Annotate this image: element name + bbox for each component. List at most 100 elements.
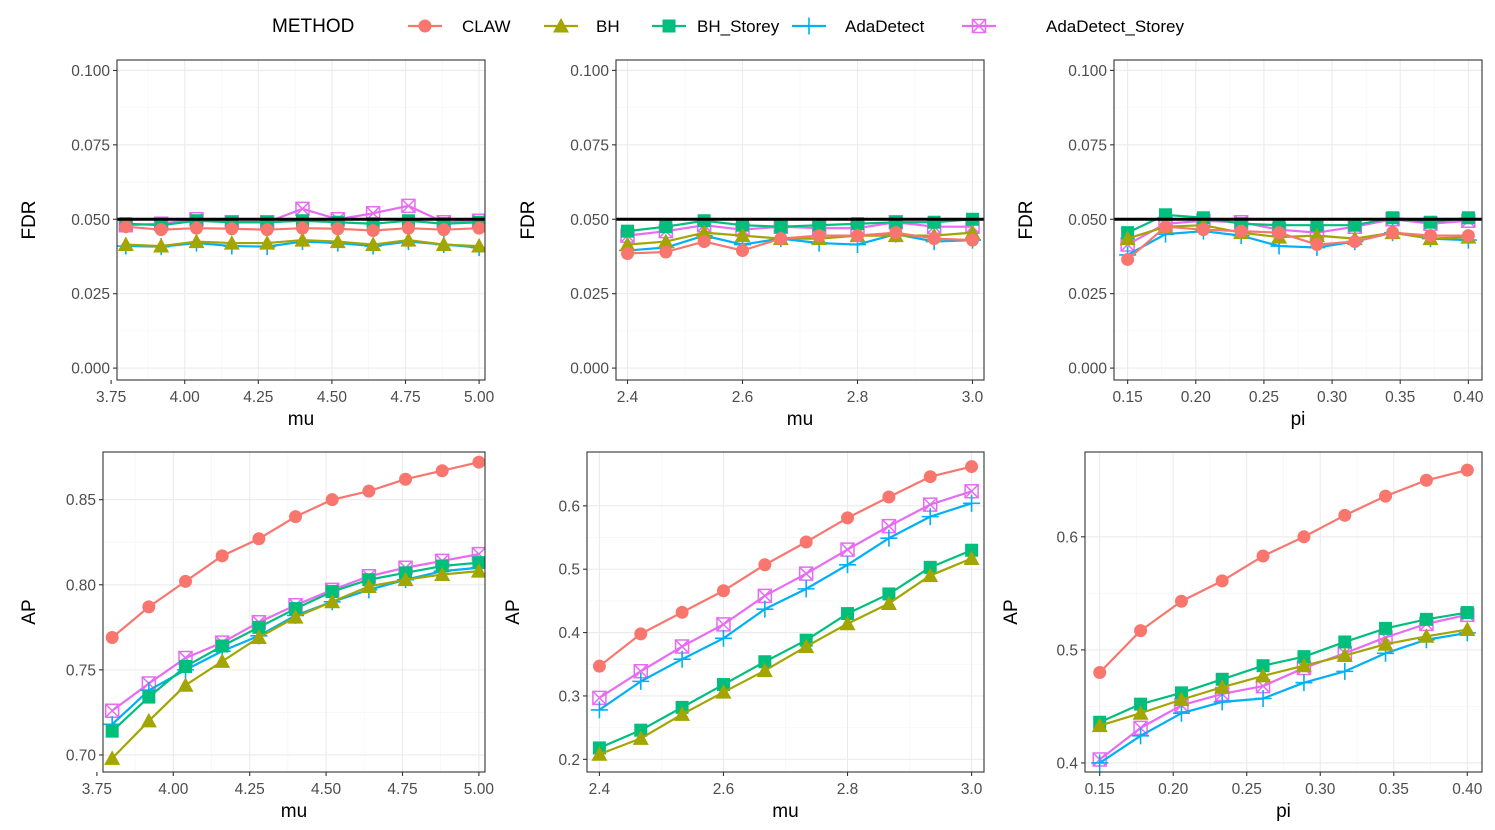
y-axis-title: AP bbox=[1001, 599, 1022, 624]
data-point bbox=[1132, 727, 1150, 745]
data-point bbox=[797, 580, 815, 598]
data-point bbox=[397, 571, 414, 587]
data-point bbox=[839, 615, 856, 631]
data-point bbox=[1297, 530, 1311, 544]
series-line bbox=[627, 231, 973, 255]
data-point bbox=[674, 639, 690, 654]
y-tick-label: 0.4 bbox=[558, 625, 580, 642]
data-point bbox=[295, 221, 309, 235]
data-point bbox=[325, 585, 339, 599]
data-point bbox=[1295, 657, 1312, 673]
series-bh bbox=[1091, 621, 1476, 733]
data-point bbox=[188, 233, 205, 249]
data-point bbox=[1336, 662, 1354, 680]
data-point bbox=[1213, 693, 1231, 711]
series-claw bbox=[592, 460, 979, 673]
legend-key-marker bbox=[662, 19, 676, 33]
data-point bbox=[1310, 238, 1324, 252]
data-layer bbox=[590, 460, 981, 761]
x-tick-label: 4.00 bbox=[170, 389, 201, 406]
y-tick-label: 0.050 bbox=[570, 212, 609, 229]
panel-border bbox=[1084, 451, 1483, 773]
x-tick-label: 4.00 bbox=[158, 781, 189, 798]
data-point bbox=[889, 226, 903, 240]
legend-item-bh-storey: BH_Storey bbox=[652, 17, 780, 36]
x-axis-title: pi bbox=[1291, 409, 1306, 430]
data-point bbox=[1295, 674, 1313, 692]
data-point bbox=[758, 655, 772, 669]
data-point bbox=[657, 233, 674, 249]
panel-bottom-middle: 2.4 2.6 2.8 3.0 0.2 0.3 0.4 0.5 0.6 mu AP bbox=[503, 451, 985, 822]
series-line bbox=[627, 233, 973, 252]
data-layer bbox=[1091, 463, 1476, 772]
y-tick-label: 0.050 bbox=[71, 212, 110, 229]
data-point bbox=[841, 511, 855, 525]
data-point bbox=[1379, 489, 1393, 503]
legend-label: CLAW bbox=[462, 17, 511, 36]
y-tick-label: 0.075 bbox=[570, 137, 609, 154]
data-point bbox=[839, 556, 857, 574]
x-tick-label: 2.8 bbox=[847, 389, 869, 406]
data-point bbox=[736, 218, 749, 232]
data-point bbox=[714, 629, 732, 647]
data-point bbox=[1386, 226, 1400, 240]
series-claw bbox=[1093, 463, 1474, 679]
x-tick-label: 0.20 bbox=[1158, 781, 1189, 798]
data-point bbox=[117, 236, 134, 252]
data-point bbox=[966, 233, 979, 247]
data-point bbox=[252, 532, 266, 546]
data-point bbox=[365, 236, 382, 252]
data-point bbox=[882, 490, 896, 504]
x-tick-label: 0.15 bbox=[1085, 781, 1115, 798]
data-point bbox=[472, 556, 485, 570]
data-point bbox=[119, 220, 133, 234]
series-line bbox=[627, 218, 973, 233]
x-tick-label: 4.75 bbox=[387, 781, 417, 798]
x-tick-label: 3.0 bbox=[962, 389, 984, 406]
data-point bbox=[105, 631, 119, 645]
series-line bbox=[599, 557, 973, 756]
y-tick-label: 0.6 bbox=[1056, 529, 1078, 546]
data-point bbox=[1308, 227, 1325, 243]
legend-item-bh: BH bbox=[544, 17, 620, 36]
y-tick-label: 0.85 bbox=[66, 492, 96, 509]
data-point bbox=[812, 229, 826, 243]
data-point bbox=[1461, 229, 1475, 243]
x-tick-label: 0.30 bbox=[1305, 781, 1336, 798]
series-claw bbox=[119, 220, 485, 238]
series-line bbox=[1127, 218, 1469, 246]
data-point bbox=[399, 472, 413, 486]
x-tick-label: 4.50 bbox=[311, 781, 342, 798]
data-point bbox=[927, 232, 941, 246]
x-axis-title: mu bbox=[787, 409, 813, 430]
data-point bbox=[1272, 226, 1286, 240]
data-point bbox=[1460, 606, 1474, 620]
x-tick-label: 0.35 bbox=[1385, 389, 1415, 406]
data-point bbox=[812, 218, 826, 232]
data-point bbox=[1172, 704, 1190, 722]
data-point bbox=[1159, 220, 1173, 234]
data-point bbox=[881, 518, 897, 534]
data-point bbox=[294, 232, 311, 247]
data-point bbox=[673, 650, 691, 668]
data-point bbox=[1234, 224, 1248, 238]
x-tick-label: 3.75 bbox=[82, 781, 112, 798]
data-point bbox=[400, 232, 417, 247]
data-point bbox=[964, 484, 979, 499]
y-tick-label: 0.025 bbox=[1068, 286, 1107, 303]
data-point bbox=[1093, 665, 1107, 679]
series-bh-storey bbox=[592, 543, 979, 755]
series-adadetect bbox=[590, 494, 981, 719]
data-point bbox=[189, 221, 203, 235]
data-point bbox=[142, 690, 156, 704]
x-axis-title: mu bbox=[772, 801, 798, 822]
x-tick-label: 4.50 bbox=[317, 389, 348, 406]
x-tick-label: 0.40 bbox=[1452, 781, 1483, 798]
data-point bbox=[756, 600, 774, 618]
data-point bbox=[215, 549, 229, 563]
data-point bbox=[401, 221, 415, 235]
data-point bbox=[223, 235, 240, 250]
data-point bbox=[880, 595, 897, 610]
data-point bbox=[965, 543, 979, 557]
data-point bbox=[774, 232, 788, 246]
